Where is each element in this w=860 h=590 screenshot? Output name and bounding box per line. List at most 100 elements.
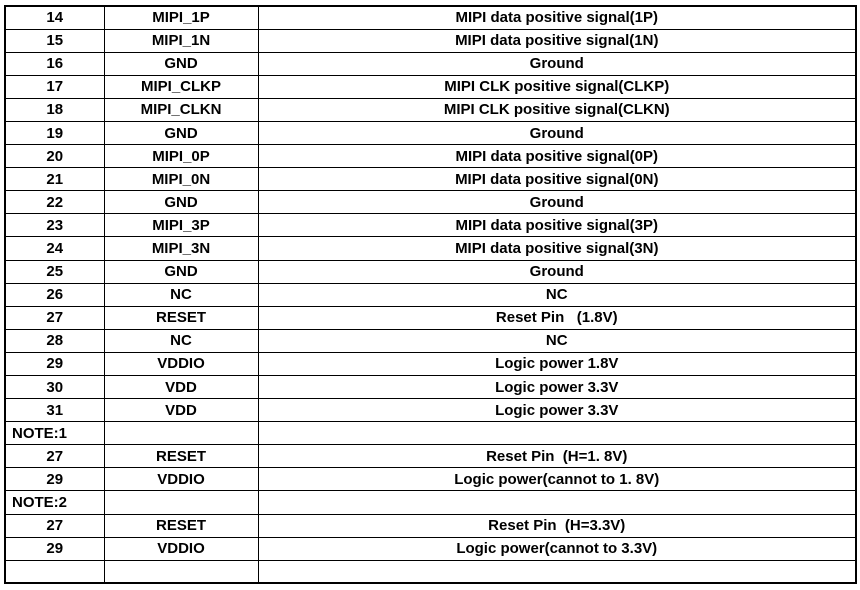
cell-description: Ground <box>257 51 857 76</box>
cell-pin: 17 <box>4 74 105 99</box>
cell-description: Logic power(cannot to 1. 8V) <box>257 467 857 492</box>
table-row: 29 VDDIO Logic power(cannot to 1. 8V) <box>4 467 857 492</box>
table-row: 26 NC NC <box>4 282 857 307</box>
cell-name <box>103 490 259 515</box>
cell-description <box>257 421 857 446</box>
table-row: 17 MIPI_CLKP MIPI CLK positive signal(CLKP… <box>4 74 857 99</box>
cell-description: Logic power(cannot to 3.3V) <box>257 536 857 561</box>
table-row: NOTE:1 <box>4 421 857 446</box>
table-row: 31 VDD Logic power 3.3V <box>4 398 857 423</box>
cell-name: MIPI_3P <box>103 213 259 238</box>
cell-name: NC <box>103 282 259 307</box>
cell-name: VDDIO <box>103 467 259 492</box>
cell-description: Reset Pin (1.8V) <box>257 305 857 330</box>
cell-description <box>257 559 857 584</box>
cell-name <box>103 559 259 584</box>
cell-name: MIPI_3N <box>103 236 259 261</box>
pin-table-body: 14 MIPI_1P MIPI data positive signal(1P) 15… <box>4 5 857 584</box>
table-row: NOTE:2 <box>4 490 857 515</box>
cell-description: Logic power 3.3V <box>257 374 857 400</box>
cell-name: MIPI_1N <box>103 28 259 53</box>
cell-description <box>257 490 857 515</box>
table-row: 27 RESET Reset Pin (H=3.3V) <box>4 513 857 538</box>
cell-name: RESET <box>103 444 259 469</box>
cell-description: Reset Pin (H=3.3V) <box>257 513 857 538</box>
cell-description: MIPI data positive signal(3P) <box>257 213 857 238</box>
cell-description: Reset Pin (H=1. 8V) <box>257 444 857 469</box>
table-row: 15 MIPI_1N MIPI data positive signal(1N) <box>4 28 857 53</box>
table-row: 19 GND Ground <box>4 120 857 146</box>
cell-name <box>103 421 259 446</box>
cell-description: Logic power 3.3V <box>257 398 857 423</box>
cell-name: GND <box>103 51 259 76</box>
table-row: 27 RESET Reset Pin (H=1. 8V) <box>4 444 857 469</box>
cell-description: Logic power 1.8V <box>257 351 857 377</box>
table-row: 20 MIPI_0P MIPI data positive signal(0P) <box>4 144 857 169</box>
cell-name: RESET <box>103 513 259 538</box>
cell-pin: 31 <box>4 398 105 423</box>
cell-description: MIPI data positive signal(0N) <box>257 167 857 192</box>
table-row: 29 VDDIO Logic power 1.8V <box>4 351 857 377</box>
cell-pin: 19 <box>4 120 105 146</box>
cell-pin: 27 <box>4 513 105 538</box>
cell-pin: 30 <box>4 374 105 400</box>
cell-name: GND <box>103 190 259 215</box>
table-row: 22 GND Ground <box>4 190 857 215</box>
cell-pin: 20 <box>4 144 105 169</box>
cell-pin: 16 <box>4 51 105 76</box>
cell-pin: 21 <box>4 167 105 192</box>
cell-pin: NOTE:2 <box>4 490 105 515</box>
cell-description: NC <box>257 328 857 353</box>
cell-name: MIPI_0N <box>103 167 259 192</box>
cell-description: MIPI data positive signal(3N) <box>257 236 857 261</box>
table-row: 18 MIPI_CLKN MIPI CLK positive signal(CLKN… <box>4 97 857 122</box>
cell-pin: 29 <box>4 351 105 377</box>
table-row: 30 VDD Logic power 3.3V <box>4 374 857 400</box>
cell-description: MIPI data positive signal(1P) <box>257 5 857 30</box>
cell-name: VDDIO <box>103 351 259 377</box>
table-row: 27 RESET Reset Pin (1.8V) <box>4 305 857 330</box>
cell-name: NC <box>103 328 259 353</box>
cell-name: MIPI_CLKN <box>103 97 259 122</box>
cell-description: NC <box>257 282 857 307</box>
table-row: 21 MIPI_0N MIPI data positive signal(0N) <box>4 167 857 192</box>
table-row: 29 VDDIO Logic power(cannot to 3.3V) <box>4 536 857 561</box>
cell-pin: 27 <box>4 305 105 330</box>
cell-pin <box>4 559 105 584</box>
cell-name: VDD <box>103 398 259 423</box>
cell-description: Ground <box>257 190 857 215</box>
cell-name: MIPI_0P <box>103 144 259 169</box>
table-row <box>4 559 857 584</box>
cell-pin: 24 <box>4 236 105 261</box>
cell-pin: 28 <box>4 328 105 353</box>
table-row: 16 GND Ground <box>4 51 857 76</box>
cell-name: RESET <box>103 305 259 330</box>
cell-description: MIPI CLK positive signal(CLKN) <box>257 97 857 122</box>
cell-description: Ground <box>257 120 857 146</box>
cell-description: MIPI data positive signal(1N) <box>257 28 857 53</box>
cell-pin: 22 <box>4 190 105 215</box>
cell-name: VDD <box>103 374 259 400</box>
cell-pin: 29 <box>4 536 105 561</box>
cell-pin: NOTE:1 <box>4 421 105 446</box>
table-row: 28 NC NC <box>4 328 857 353</box>
table-row: 25 GND Ground <box>4 259 857 284</box>
cell-name: VDDIO <box>103 536 259 561</box>
cell-pin: 26 <box>4 282 105 307</box>
cell-name: MIPI_1P <box>103 5 259 30</box>
pin-description-table: 14 MIPI_1P MIPI data positive signal(1P) 15… <box>4 5 857 585</box>
cell-description: MIPI data positive signal(0P) <box>257 144 857 169</box>
cell-name: GND <box>103 120 259 146</box>
cell-pin: 18 <box>4 97 105 122</box>
table-row: 14 MIPI_1P MIPI data positive signal(1P) <box>4 5 857 30</box>
cell-pin: 14 <box>4 5 105 30</box>
cell-name: MIPI_CLKP <box>103 74 259 99</box>
cell-pin: 29 <box>4 467 105 492</box>
cell-pin: 23 <box>4 213 105 238</box>
cell-pin: 15 <box>4 28 105 53</box>
cell-name: GND <box>103 259 259 284</box>
cell-pin: 27 <box>4 444 105 469</box>
cell-pin: 25 <box>4 259 105 284</box>
table-row: 24 MIPI_3N MIPI data positive signal(3N) <box>4 236 857 261</box>
